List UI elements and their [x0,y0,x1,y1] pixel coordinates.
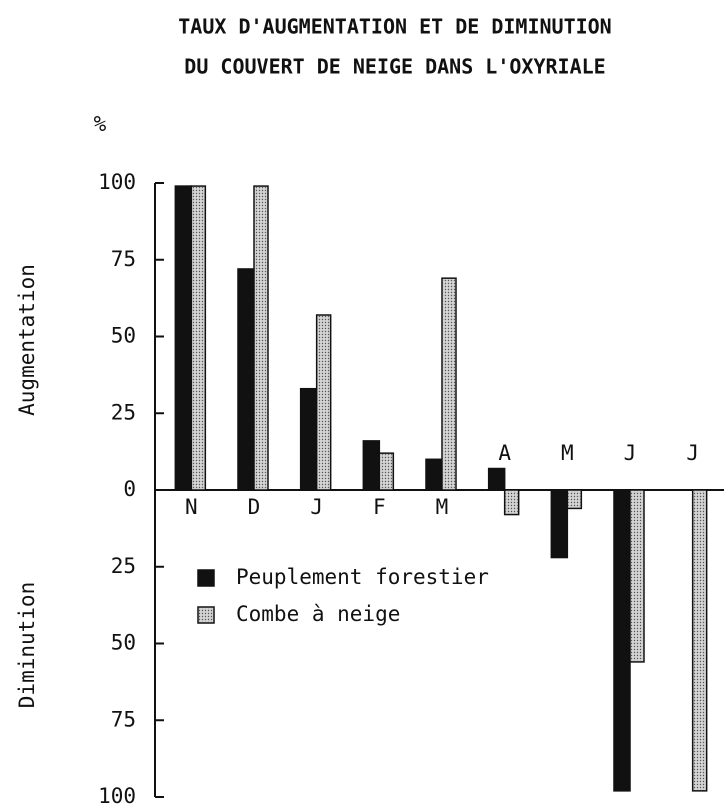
bar [299,387,318,491]
bar [237,268,255,491]
x-tick-label: J [310,495,323,519]
y-axis-label: Diminution [15,582,39,708]
y-axis-label: Augmentation [15,264,39,416]
x-tick-label: D [248,495,261,519]
bar-texture [192,187,205,489]
bar-texture [380,454,393,489]
x-tick-label: N [185,495,198,519]
y-tick-label: 0 [123,477,136,501]
x-tick-label: M [436,495,449,519]
y-tick-label: 25 [111,554,136,578]
x-tick-label: F [373,495,386,519]
bar-texture [568,491,581,508]
y-tick-label: 50 [111,324,136,348]
bar-texture [505,491,518,514]
x-tick-label: J [624,441,637,465]
y-tick-label: 50 [111,631,136,655]
bar-texture [631,491,643,661]
x-tick-label: A [498,441,511,465]
x-tick-label: M [561,441,574,465]
bar [174,185,193,491]
chart-title: DU COUVERT DE NEIGE DANS L'OXYRIALE [184,55,605,79]
bar [362,440,381,491]
y-tick-label: 75 [111,247,136,271]
legend-texture [199,608,213,622]
y-tick-label: 75 [111,707,136,731]
chart-title: TAUX D'AUGMENTATION ET DE DIMINUTION [178,15,611,39]
y-tick-label: 25 [111,400,136,424]
x-tick-label: J [686,441,699,465]
bar [550,489,569,559]
legend-label: Combe à neige [236,602,400,626]
legend-label: Peuplement forestier [236,565,489,589]
bar-texture [443,279,455,489]
bar-texture [693,491,706,790]
y-tick-label: 100 [98,170,136,194]
bar-texture [317,316,330,489]
bar [487,467,506,491]
bar [425,458,443,491]
bar-texture [255,187,267,489]
legend-swatch [197,569,215,587]
bar [613,489,631,792]
y-tick-label: 100 [98,784,136,807]
unit-label: % [94,112,107,136]
